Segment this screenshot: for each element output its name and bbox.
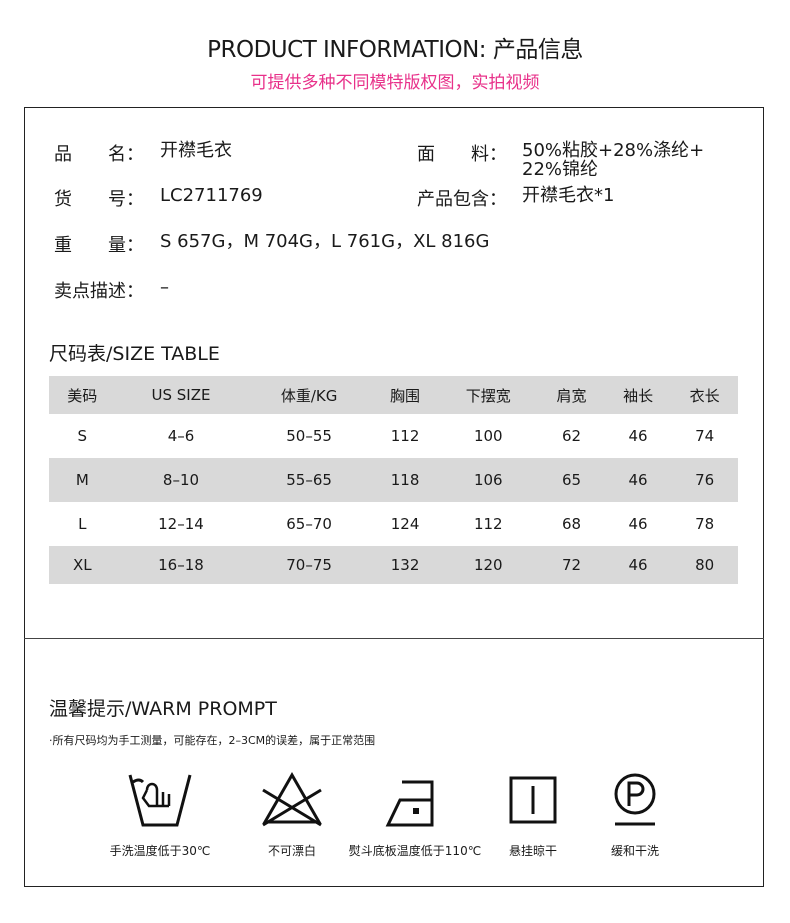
hand-wash-icon: [128, 774, 192, 827]
table-cell: 46: [604, 458, 672, 502]
table-cell: 12–14: [158, 515, 204, 533]
care-label: 缓和干洗: [610, 844, 659, 858]
table-row: M 8–10 55–65 118 106 65 46 76: [49, 458, 738, 502]
selling-label: 卖点描述：: [54, 281, 144, 302]
table-cell: 112: [390, 427, 420, 445]
table-cell: 124: [390, 515, 420, 533]
table-cell: 65: [538, 458, 605, 502]
size-table-title: 尺码表/SIZE TABLE: [49, 343, 220, 365]
sku-label: 货 号：: [54, 189, 144, 210]
header-cell: 肩宽: [538, 376, 605, 414]
table-row: XL 16–18 70–75 132 120 72 46 80: [49, 546, 738, 584]
table-cell: 106: [438, 458, 539, 502]
weight-label: 重 量：: [54, 235, 144, 256]
table-cell: 8–10: [115, 458, 247, 502]
fabric-value-2: 22%锦纶: [522, 159, 599, 180]
care-label: 不可漂白: [267, 844, 316, 858]
page-title: PRODUCT INFORMATION: 产品信息: [207, 37, 583, 63]
weight-value: S 657G，M 704G，L 761G，XL 816G: [160, 231, 490, 252]
table-cell: 118: [371, 458, 439, 502]
table-cell: 70–75: [246, 546, 372, 584]
table-cell: 120: [438, 546, 539, 584]
table-cell: 46: [628, 515, 648, 533]
table-row: L 12–14 65–70 124 112 68 46 78: [49, 502, 738, 546]
table-cell: 50–55: [286, 427, 332, 445]
includes-value: 开襟毛衣*1: [522, 185, 615, 206]
table-cell: 72: [538, 546, 605, 584]
table-row: S 4–6 50–55 112 100 62 46 74: [49, 414, 738, 458]
table-cell: 78: [695, 515, 715, 533]
iron-icon: [385, 780, 434, 827]
table-cell: L: [78, 515, 87, 533]
measurement-note: ·所有尺码均为手工测量，可能存在，2–3CM的误差，属于正常范围: [49, 734, 376, 747]
header-cell: US SIZE: [115, 376, 247, 414]
selling-value: –: [160, 277, 169, 298]
table-cell: 62: [561, 427, 582, 445]
includes-label: 产品包含：: [417, 189, 507, 210]
table-cell: 68: [561, 515, 582, 533]
table-cell: M: [49, 458, 116, 502]
table-header-row: 美码 US SIZE 体重/KG 胸围 下摆宽 肩宽 袖长 衣长: [49, 376, 738, 414]
sku-value: LC2711769: [160, 185, 263, 206]
care-label: 悬挂晾干: [508, 844, 557, 858]
table-cell: 132: [371, 546, 439, 584]
header-cell: 体重/KG: [246, 376, 372, 414]
fabric-value-1: 50%粘胶+28%涤纶+: [522, 140, 705, 161]
table-cell: 46: [628, 427, 648, 445]
table-cell: 112: [473, 515, 503, 533]
header-cell: 美码: [49, 376, 116, 414]
divider: [24, 638, 764, 639]
table-cell: 74: [695, 427, 715, 445]
header-cell: 衣长: [671, 376, 738, 414]
header-cell: 下摆宽: [438, 376, 539, 414]
table-cell: XL: [49, 546, 116, 584]
care-label: 手洗温度低于30℃: [109, 844, 211, 858]
name-value: 开襟毛衣: [160, 140, 232, 161]
table-cell: 80: [671, 546, 738, 584]
table-cell: 55–65: [246, 458, 372, 502]
no-bleach-icon: [262, 771, 322, 827]
header-cell: 胸围: [371, 376, 439, 414]
table-cell: S: [77, 427, 88, 445]
hang-dry-icon: [509, 776, 557, 824]
table-cell: 100: [473, 427, 503, 445]
info-box: [24, 107, 764, 887]
name-label: 品 名：: [54, 144, 144, 165]
table-cell: 16–18: [115, 546, 247, 584]
table-cell: 46: [604, 546, 672, 584]
size-table: 美码 US SIZE 体重/KG 胸围 下摆宽 肩宽 袖长 衣长 S 4–6 50–…: [49, 376, 738, 584]
table-cell: 76: [671, 458, 738, 502]
dry-clean-p-icon: [614, 773, 656, 826]
care-label: 熨斗底板温度低于110℃: [348, 844, 482, 858]
table-cell: 4–6: [167, 427, 195, 445]
table-cell: 65–70: [286, 515, 332, 533]
fabric-label: 面 料：: [417, 144, 507, 165]
warm-prompt-title: 温馨提示/WARM PROMPT: [49, 698, 277, 720]
header-cell: 袖长: [604, 376, 672, 414]
page-subtitle: 可提供多种不同模特版权图，实拍视频: [250, 73, 540, 93]
